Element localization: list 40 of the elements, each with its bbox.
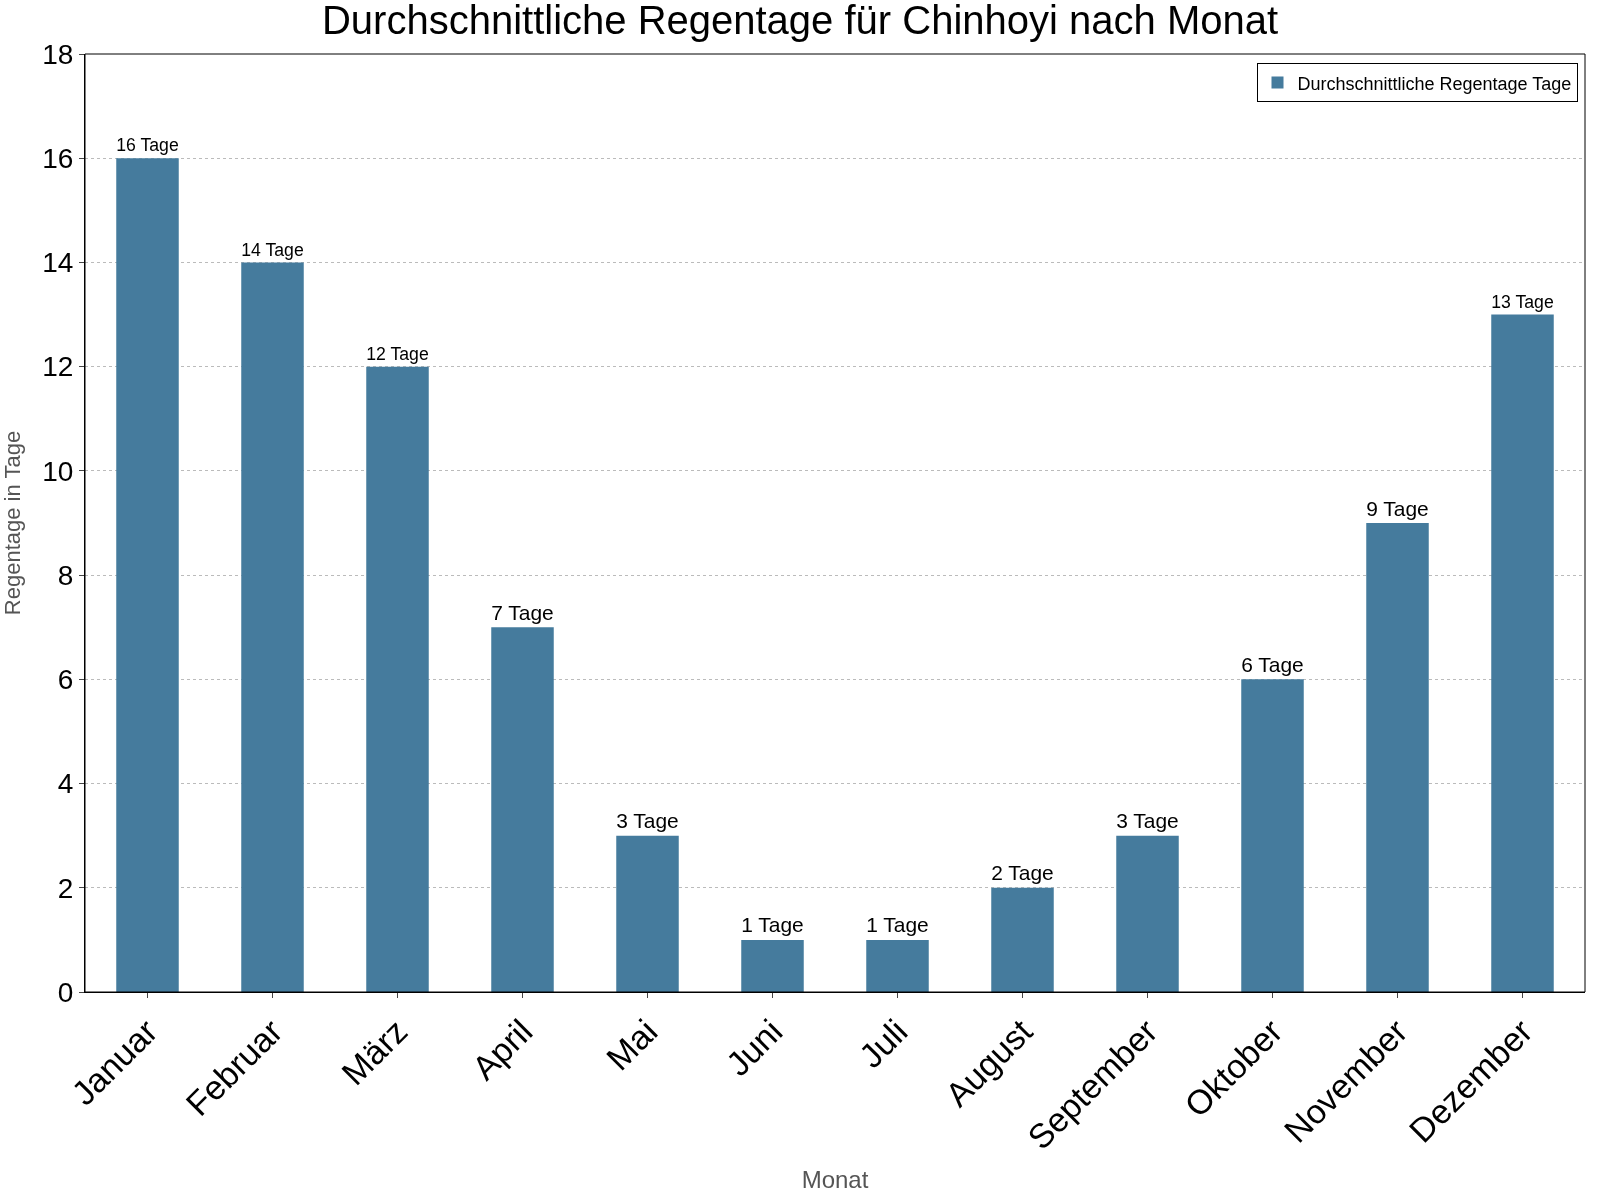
bar (866, 939, 929, 992)
y-axis-title: Regentage in Tage (0, 430, 26, 616)
y-tick-label: 2 (57, 872, 74, 904)
y-tick-label: 8 (57, 559, 74, 591)
y-tick-label: 0 (57, 976, 74, 1008)
y-tick-label: 10 (42, 455, 74, 487)
y-tick-label: 4 (57, 768, 74, 800)
data-label: 3 Tage (616, 809, 679, 833)
bar (616, 835, 679, 992)
data-label: 13 Tage (1491, 291, 1554, 312)
data-label: 6 Tage (1241, 652, 1304, 676)
legend-label: Durchschnittliche Regentage Tage (1297, 73, 1572, 94)
data-label: 14 Tage (241, 239, 304, 260)
y-tick-label: 6 (57, 664, 74, 696)
data-label: 9 Tage (1366, 496, 1429, 520)
data-label: 3 Tage (1116, 809, 1179, 833)
data-label: 2 Tage (991, 861, 1054, 885)
bar (741, 939, 804, 992)
bar (1366, 523, 1429, 992)
bar (1241, 679, 1304, 992)
x-tick-label: Juli (851, 1011, 915, 1075)
chart-title: Durchschnittliche Regentage für Chinhoyi nach Monat (321, 0, 1279, 42)
data-label: 16 Tage (116, 135, 179, 156)
data-label: 1 Tage (741, 913, 804, 937)
bar (241, 262, 304, 992)
bar (491, 627, 554, 992)
y-tick-label: 18 (42, 38, 74, 70)
data-label: 12 Tage (366, 343, 429, 364)
bar (116, 158, 179, 992)
bar (366, 366, 429, 992)
bar (1491, 314, 1554, 992)
bar (991, 887, 1054, 992)
y-tick-label: 12 (42, 351, 74, 383)
y-tick-label: 14 (42, 247, 74, 279)
x-tick-label: Mai (598, 1011, 665, 1078)
x-axis-title: Monat (801, 1165, 869, 1193)
bar (1116, 835, 1179, 992)
data-label: 1 Tage (866, 913, 929, 937)
y-tick-label: 16 (42, 143, 74, 175)
data-label: 7 Tage (491, 600, 554, 624)
